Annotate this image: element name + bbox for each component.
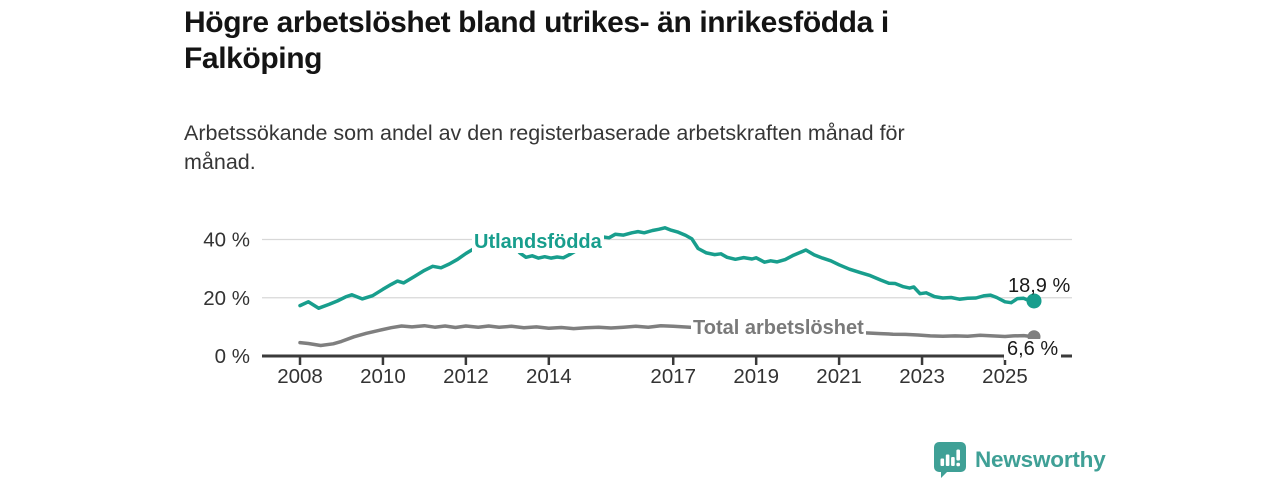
series-line-utlandsfodda bbox=[298, 226, 1036, 310]
x-axis-tick-label: 2021 bbox=[816, 365, 862, 388]
newsworthy-brand: Newsworthy bbox=[934, 442, 1106, 478]
x-axis-tick-label: 2014 bbox=[526, 365, 572, 388]
x-axis-tick-label: 2017 bbox=[650, 365, 696, 388]
y-axis-tick-label: 0 % bbox=[215, 345, 250, 368]
chart-subtitle: Arbetssökande som andel av den registerb… bbox=[184, 119, 905, 177]
end-value-label-total: 6,6 % bbox=[1004, 339, 1062, 360]
x-axis-tick-label: 2023 bbox=[899, 365, 945, 388]
series-end-dot-utlandsfodda bbox=[1026, 293, 1042, 309]
page-title-line-2: Falköping bbox=[184, 42, 323, 75]
series-label-total-arbetsloshet: Total arbetslöshet bbox=[691, 317, 866, 339]
y-axis-tick-label: 20 % bbox=[203, 287, 250, 310]
series-label-utlandsfodda: Utlandsfödda bbox=[472, 231, 604, 253]
series-line-total bbox=[298, 323, 1036, 348]
y-axis-tick-label: 40 % bbox=[203, 229, 250, 252]
newsworthy-brand-name: Newsworthy bbox=[975, 447, 1106, 472]
page-title-line-1: Högre arbetslöshet bland utrikes- än inr… bbox=[184, 6, 889, 39]
x-axis-tick-label: 2012 bbox=[443, 365, 489, 388]
x-axis-tick-label: 2010 bbox=[360, 365, 406, 388]
x-axis-tick-label: 2008 bbox=[277, 365, 323, 388]
chart-subtitle-line-1: Arbetssökande som andel av den registerb… bbox=[184, 121, 905, 145]
newsworthy-logo-icon bbox=[934, 442, 966, 478]
x-axis-tick-label: 2025 bbox=[982, 365, 1028, 388]
page-title: Högre arbetslöshet bland utrikes- än inr… bbox=[184, 5, 889, 77]
end-value-label-utlandsfodda: 18,9 % bbox=[1008, 275, 1071, 297]
x-axis-tick-label: 2019 bbox=[733, 365, 779, 388]
chart-subtitle-line-2: månad. bbox=[184, 150, 256, 174]
